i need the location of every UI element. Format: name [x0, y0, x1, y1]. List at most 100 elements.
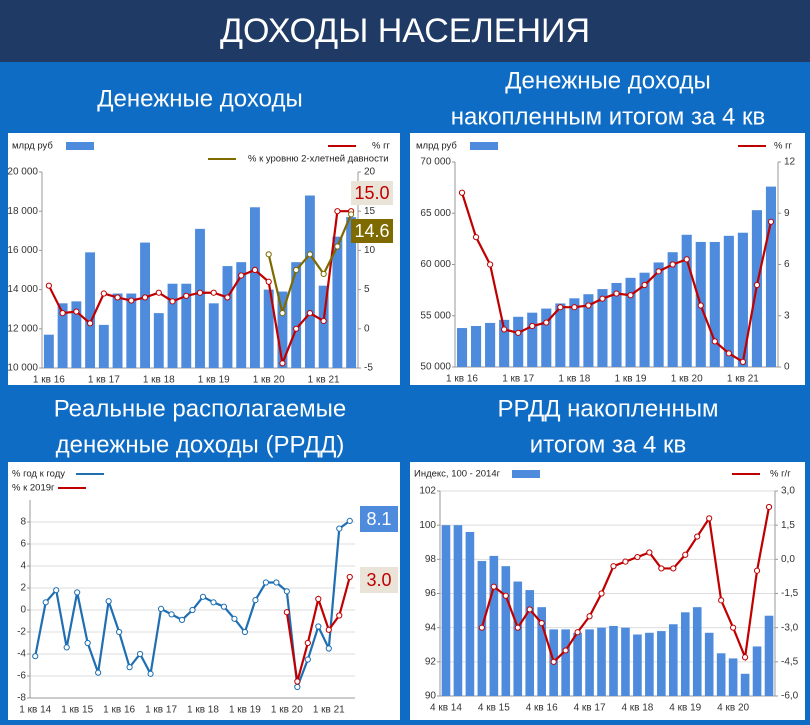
value-label: 3.0	[366, 570, 391, 590]
value-label: 15.0	[354, 183, 389, 203]
point	[562, 647, 569, 654]
bar	[667, 252, 678, 367]
plot-panel	[8, 462, 400, 720]
point	[262, 579, 269, 586]
point	[178, 616, 186, 624]
point	[697, 302, 704, 309]
bar	[709, 241, 720, 367]
point	[183, 292, 190, 299]
point	[251, 266, 259, 274]
bar	[645, 632, 654, 696]
x-tick-label: 4 кв 17	[574, 703, 606, 714]
y2-tick-label: 0	[784, 362, 790, 373]
bar	[668, 624, 678, 696]
bar	[263, 289, 274, 368]
point	[315, 595, 322, 603]
point	[346, 573, 353, 581]
point	[304, 639, 311, 647]
bar	[277, 291, 288, 368]
bar	[71, 301, 82, 368]
point	[84, 639, 91, 647]
point	[45, 282, 52, 289]
bar	[456, 328, 468, 367]
point	[220, 603, 228, 610]
y2-tick-label: -6,0	[781, 691, 799, 702]
legend-label: % гг	[774, 141, 793, 152]
point	[168, 611, 175, 618]
bar	[597, 627, 606, 696]
y-tick-label: 2	[20, 583, 26, 594]
point	[157, 605, 165, 613]
bar	[728, 658, 738, 696]
point	[273, 579, 280, 586]
legend-label: % к 2019г	[12, 483, 55, 494]
bar	[541, 308, 552, 367]
point	[59, 310, 66, 317]
bar	[441, 525, 451, 696]
y2-tick-label: 3,0	[781, 486, 795, 497]
point	[487, 261, 494, 268]
bar	[633, 634, 642, 696]
plot-panel	[410, 462, 805, 720]
point	[348, 211, 355, 218]
point	[63, 644, 70, 651]
legend-label: % гг	[372, 141, 391, 152]
point	[325, 626, 332, 633]
point	[265, 278, 272, 285]
legend-swatch	[470, 142, 498, 150]
point	[306, 310, 314, 317]
y-tick-label: 14 000	[7, 284, 38, 295]
point	[74, 589, 81, 596]
bar	[499, 319, 510, 367]
bar	[752, 646, 762, 696]
point	[155, 289, 162, 296]
point	[599, 295, 606, 302]
y2-tick-label: 10	[364, 245, 376, 256]
bar	[485, 322, 496, 367]
bar	[222, 266, 233, 368]
point	[199, 593, 207, 600]
bar	[453, 525, 463, 696]
legend-label: млрд руб	[12, 141, 53, 152]
point	[279, 360, 286, 367]
header-band	[0, 0, 810, 62]
point	[32, 653, 39, 660]
bar	[140, 242, 150, 368]
x-tick-label: 1 кв 16	[33, 375, 65, 386]
point	[304, 656, 311, 663]
bar	[609, 625, 618, 696]
y2-tick-label: -3,0	[781, 622, 799, 633]
point	[472, 234, 480, 241]
point	[767, 218, 775, 225]
bar	[43, 334, 54, 368]
bar	[98, 324, 109, 368]
value-label-box	[360, 506, 398, 532]
point	[683, 256, 690, 263]
bar	[332, 236, 343, 368]
bar	[561, 629, 570, 696]
point	[658, 565, 665, 572]
point	[42, 599, 49, 606]
point	[231, 615, 238, 622]
point	[557, 304, 564, 311]
x-tick-label: 4 кв 18	[621, 703, 653, 714]
point	[641, 281, 648, 289]
point	[515, 329, 522, 336]
bar	[465, 532, 475, 696]
y-tick-label: 90	[425, 691, 437, 702]
value-label: 8.1	[366, 509, 391, 529]
point	[627, 292, 634, 299]
point	[670, 565, 677, 572]
point	[336, 525, 343, 532]
bar	[621, 627, 630, 696]
point	[336, 612, 343, 619]
bar	[716, 653, 726, 696]
x-tick-label: 4 кв 16	[526, 703, 558, 714]
bar	[167, 283, 178, 368]
y-tick-label: -8	[17, 693, 26, 704]
point	[526, 606, 533, 613]
bar	[583, 294, 594, 367]
bar	[653, 262, 664, 367]
bar	[195, 228, 205, 368]
point	[622, 558, 629, 565]
